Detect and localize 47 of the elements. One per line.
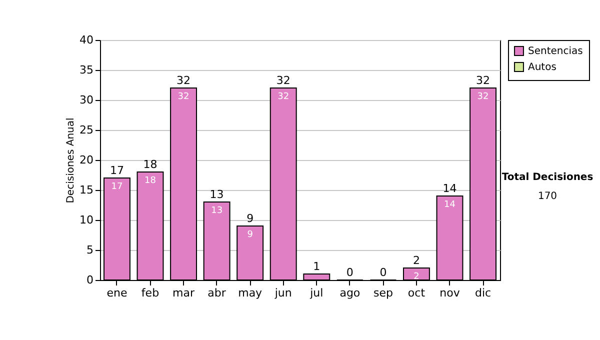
data-label: 2 [414,272,420,282]
x-tick-label: jun [274,286,292,300]
x-tick-label: abr [208,286,226,300]
total-label: 18 [143,158,158,171]
y-tick-label: 10 [80,214,94,226]
total-label: 9 [246,212,254,225]
data-label: 18 [144,176,156,186]
total-label: 1 [313,260,320,273]
y-tick-label: 35 [80,64,94,76]
data-label: 9 [247,230,254,240]
legend-label: Sentencias [528,46,583,57]
x-tick-label: mar [172,286,195,300]
data-label: 14 [444,200,456,210]
y-tick-label: 25 [80,124,94,136]
y-tick-label: 30 [80,94,94,106]
data-label: 32 [278,92,290,102]
legend-label: Autos [528,62,556,73]
data-label: 32 [178,92,190,102]
data-label: 13 [211,206,223,216]
x-tick-label: nov [440,286,460,300]
x-tick-label: jul [309,286,324,300]
x-tick-label: ene [106,286,128,300]
x-tick-label: dic [474,286,492,300]
total-label: 14 [442,182,457,195]
total-label: 2 [412,254,420,267]
y-tick-label: 20 [80,154,94,166]
data-label: 17 [111,182,123,192]
y-tick-label: 40 [80,34,94,46]
total-label: 32 [276,74,290,87]
text: Total Decisiones [500,172,594,183]
total-label: 0 [346,266,354,279]
total-label: 32 [176,74,191,87]
total-label: 32 [476,74,490,87]
x-tick-label: ago [340,286,360,300]
y-tick-label: 15 [80,184,94,196]
y-axis-title: Decisiones Anual [66,118,77,204]
x-tick-label: feb [141,286,160,300]
total-label: 13 [210,188,224,201]
total-label: 0 [380,266,387,279]
y-tick-label: 0 [86,274,94,286]
y-tick-label: 5 [86,244,94,256]
data-label: 32 [477,92,489,102]
x-tick-label: may [238,286,263,300]
text: 170 [536,191,558,202]
x-tick-label: sep [373,286,393,300]
total-label: 17 [110,164,124,177]
x-tick-label: oct [408,286,426,300]
